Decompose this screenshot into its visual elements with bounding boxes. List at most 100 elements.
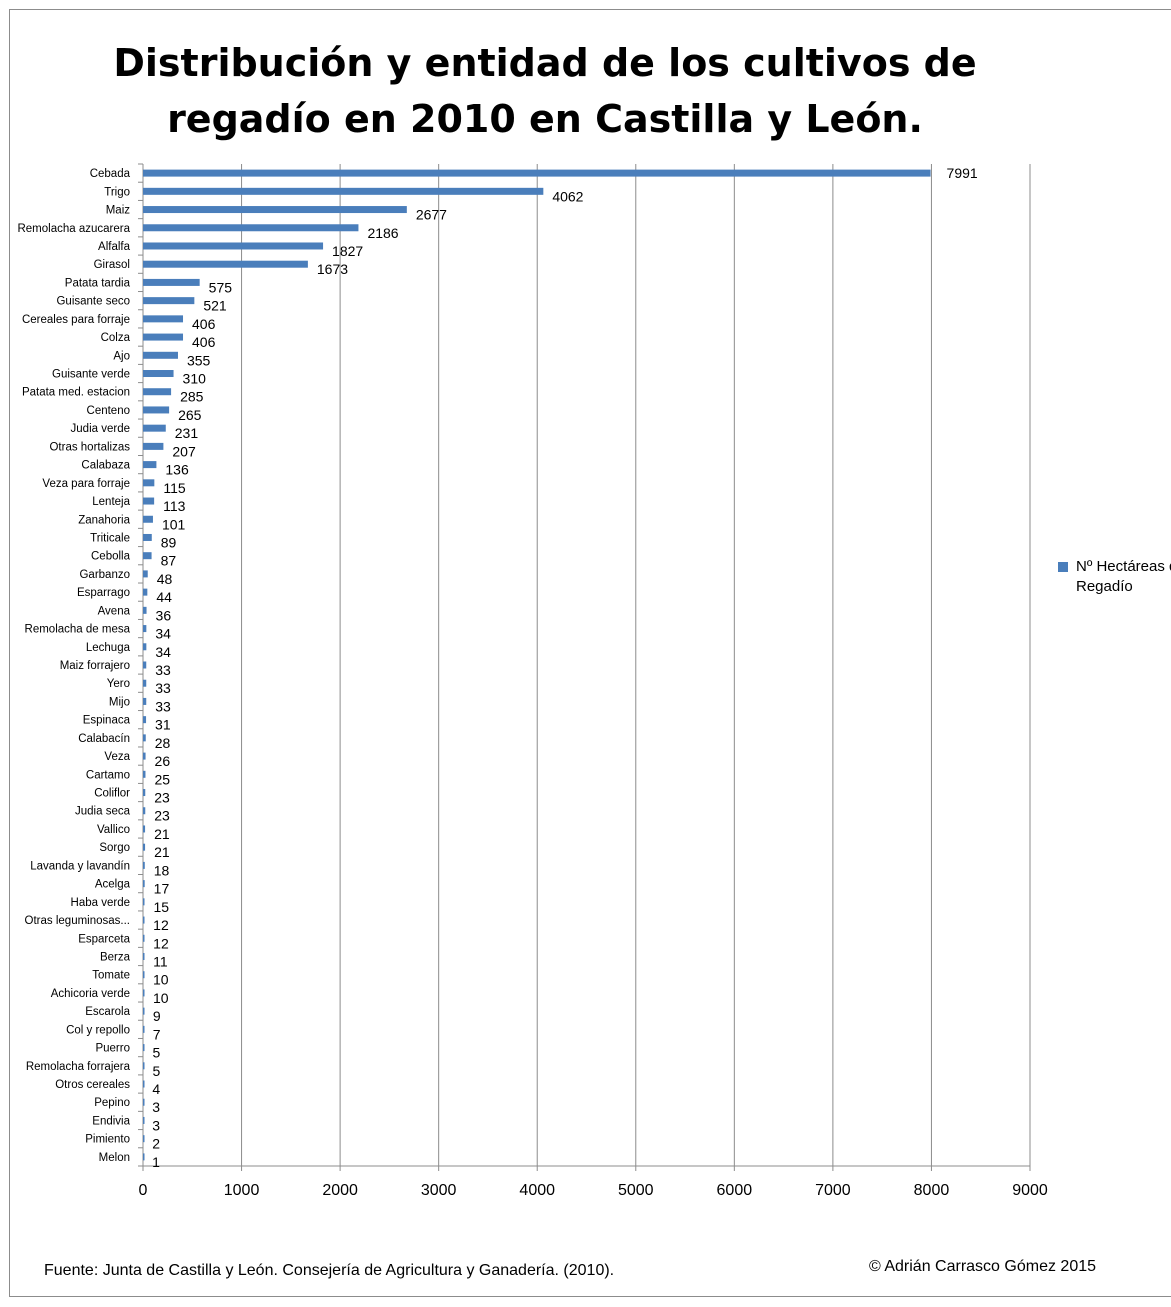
x-tick-label: 7000: [815, 1182, 851, 1199]
data-label: 406: [192, 316, 216, 332]
data-label: 9: [153, 1008, 161, 1024]
category-label: Cebolla: [91, 551, 131, 563]
category-label: Trigo: [104, 186, 130, 198]
category-label: Garbanzo: [79, 569, 130, 581]
category-label: Haba verde: [71, 897, 130, 909]
bar: [143, 588, 148, 596]
category-label: Yero: [107, 678, 130, 690]
x-tick-label: 8000: [914, 1182, 950, 1199]
category-label: Remolacha de mesa: [25, 624, 131, 636]
bar: [143, 861, 145, 869]
data-label: 136: [165, 462, 189, 478]
bar: [143, 1116, 145, 1124]
x-tick-label: 2000: [322, 1182, 358, 1199]
data-label: 207: [172, 443, 196, 459]
x-tick-label: 9000: [1012, 1182, 1048, 1199]
bar: [143, 989, 145, 997]
data-label: 31: [155, 717, 171, 733]
bar: [143, 224, 359, 232]
bar: [143, 169, 931, 177]
category-label: Judia verde: [71, 423, 130, 435]
category-label: Judia seca: [75, 806, 131, 818]
data-label: 521: [203, 298, 227, 314]
category-label: Otras hortalizas: [49, 441, 130, 453]
category-label: Otros cereales: [55, 1079, 130, 1091]
category-label: Lavanda y lavandín: [30, 860, 130, 872]
data-label: 18: [154, 862, 170, 878]
bar: [143, 880, 145, 888]
data-label: 2: [152, 1136, 160, 1152]
data-label: 33: [155, 698, 171, 714]
category-label: Remolacha azucarera: [17, 223, 130, 235]
data-label: 26: [155, 753, 171, 769]
data-label: 34: [155, 644, 171, 660]
source-note: Fuente: Junta de Castilla y León. Consej…: [44, 1262, 615, 1279]
category-label: Alfalfa: [98, 241, 131, 253]
data-label: 87: [161, 553, 177, 569]
data-label: 23: [154, 808, 170, 824]
bar: [143, 679, 147, 687]
bar: [143, 242, 324, 250]
category-label: Centeno: [87, 405, 130, 417]
bar: [143, 843, 146, 851]
bar: [143, 716, 147, 724]
category-label: Girasol: [94, 259, 130, 271]
data-label: 17: [154, 881, 170, 897]
category-label: Otras leguminosas...: [25, 915, 130, 927]
category-label: Esparceta: [78, 933, 130, 945]
data-label: 285: [180, 389, 204, 405]
legend-label: Nº Hectáreas de Regadío: [1076, 558, 1171, 595]
bar: [143, 206, 407, 214]
chart-title-line-2: regadío en 2010 en Castilla y León.: [167, 97, 923, 141]
bar: [143, 1062, 145, 1070]
category-label: Achicoria verde: [51, 988, 130, 1000]
x-tick-label: 0: [139, 1182, 148, 1199]
category-label: Espinaca: [83, 715, 131, 727]
data-label: 5: [152, 1045, 160, 1061]
data-label: 5: [152, 1063, 160, 1079]
category-label: Vallico: [97, 824, 130, 836]
bar: [143, 825, 146, 833]
category-label: Calabaza: [81, 460, 130, 472]
data-label: 7991: [947, 165, 978, 181]
bar: [143, 370, 174, 378]
data-label: 10: [153, 972, 169, 988]
category-label: Zanahoria: [78, 514, 130, 526]
data-label: 25: [154, 771, 170, 787]
data-label: 34: [155, 626, 171, 642]
category-label: Col y repollo: [66, 1024, 130, 1036]
data-label: 113: [163, 498, 186, 514]
bar: [143, 952, 145, 960]
bar: [143, 606, 147, 614]
bar: [143, 1025, 145, 1033]
bar: [143, 187, 544, 195]
category-label: Maiz: [106, 205, 131, 217]
data-label: 265: [178, 407, 202, 423]
category-label: Veza para forraje: [42, 478, 130, 490]
category-label: Esparrago: [77, 587, 130, 599]
bar: [143, 479, 155, 487]
category-label: Endivia: [92, 1115, 130, 1127]
chart-title-line-1: Distribución y entidad de los cultivos d…: [113, 41, 977, 85]
data-label: 21: [154, 844, 170, 860]
category-label: Colza: [101, 332, 131, 344]
data-label: 44: [156, 589, 172, 605]
bar: [143, 807, 146, 815]
data-label: 36: [156, 607, 172, 623]
bar: [143, 497, 155, 505]
category-label: Remolacha forrajera: [26, 1061, 131, 1073]
data-label: 575: [209, 279, 233, 295]
bar: [143, 934, 145, 942]
category-label: Cartamo: [86, 769, 130, 781]
category-label: Coliflor: [94, 788, 130, 800]
category-label: Berza: [100, 951, 131, 963]
bar: [143, 789, 146, 797]
bar: [143, 515, 153, 523]
data-label: 4062: [552, 188, 583, 204]
bar: [143, 333, 184, 341]
category-label: Calabacín: [78, 733, 130, 745]
data-label: 28: [155, 735, 171, 751]
data-label: 48: [157, 571, 173, 587]
bar: [143, 1135, 145, 1143]
